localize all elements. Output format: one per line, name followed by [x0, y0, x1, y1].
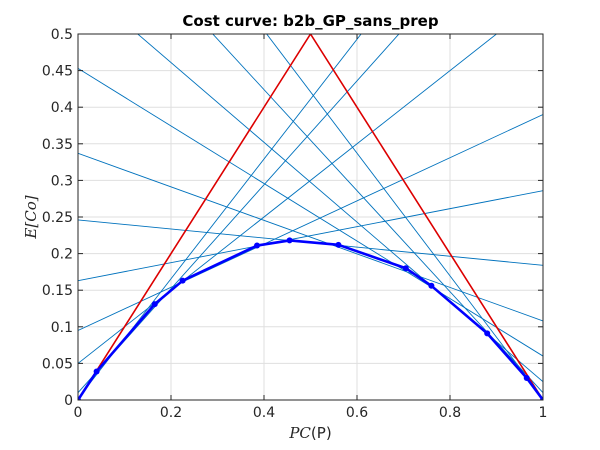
- cost-line: [78, 114, 543, 331]
- y-tick-label: 0.5: [51, 27, 73, 43]
- y-tick-label: 0.25: [42, 210, 73, 226]
- chart-title: Cost curve: b2b_GP_sans_prep: [182, 12, 438, 30]
- y-tick-label: 0.35: [42, 137, 73, 153]
- x-tick-label: 0.2: [160, 405, 182, 421]
- envelope-point: [254, 242, 261, 249]
- cost-line: [78, 152, 543, 322]
- y-tick-label: 0.15: [42, 283, 73, 299]
- envelope-point: [484, 330, 491, 337]
- y-axis-label: E[Co]: [22, 195, 40, 239]
- y-tick-label: 0.1: [51, 320, 73, 336]
- x-tick-label: 1: [539, 405, 548, 421]
- x-tick-label: 0.6: [346, 405, 368, 421]
- y-tick-label: 0.4: [51, 100, 73, 116]
- x-tick-label: 0: [74, 405, 83, 421]
- envelope-point: [402, 265, 409, 272]
- lower-envelope-line: [78, 239, 543, 400]
- envelope-point: [78, 397, 81, 400]
- envelope-point: [286, 237, 293, 244]
- cost-line: [78, 190, 543, 282]
- y-tick-label: 0.2: [51, 247, 73, 263]
- cost-line: [78, 34, 362, 399]
- x-tick-label: 0.4: [253, 405, 275, 421]
- envelope-point: [179, 277, 186, 284]
- y-tick-label: 0.05: [42, 356, 73, 372]
- envelope-point: [151, 301, 158, 308]
- trivial-classifier-line: [78, 34, 543, 400]
- envelope-point: [428, 282, 435, 289]
- cost-line: [212, 34, 543, 393]
- x-tick-label: 0.8: [439, 405, 461, 421]
- y-tick-label: 0.3: [51, 173, 73, 189]
- plot-content: [78, 34, 543, 400]
- ticks: 0 0.2 0.4 0.6 0.8 1 0 0.05 0.1 0.15 0.2 0.25 0.3 0.35…: [42, 27, 548, 421]
- envelope-point: [540, 397, 543, 400]
- envelope-point: [523, 375, 530, 382]
- envelope-point: [93, 368, 100, 375]
- envelope-point: [335, 241, 342, 248]
- cost-line: [266, 34, 543, 399]
- y-tick-label: 0.45: [42, 64, 73, 80]
- y-tick-label: 0: [64, 393, 73, 409]
- x-axis-label: PC(P): [288, 424, 331, 442]
